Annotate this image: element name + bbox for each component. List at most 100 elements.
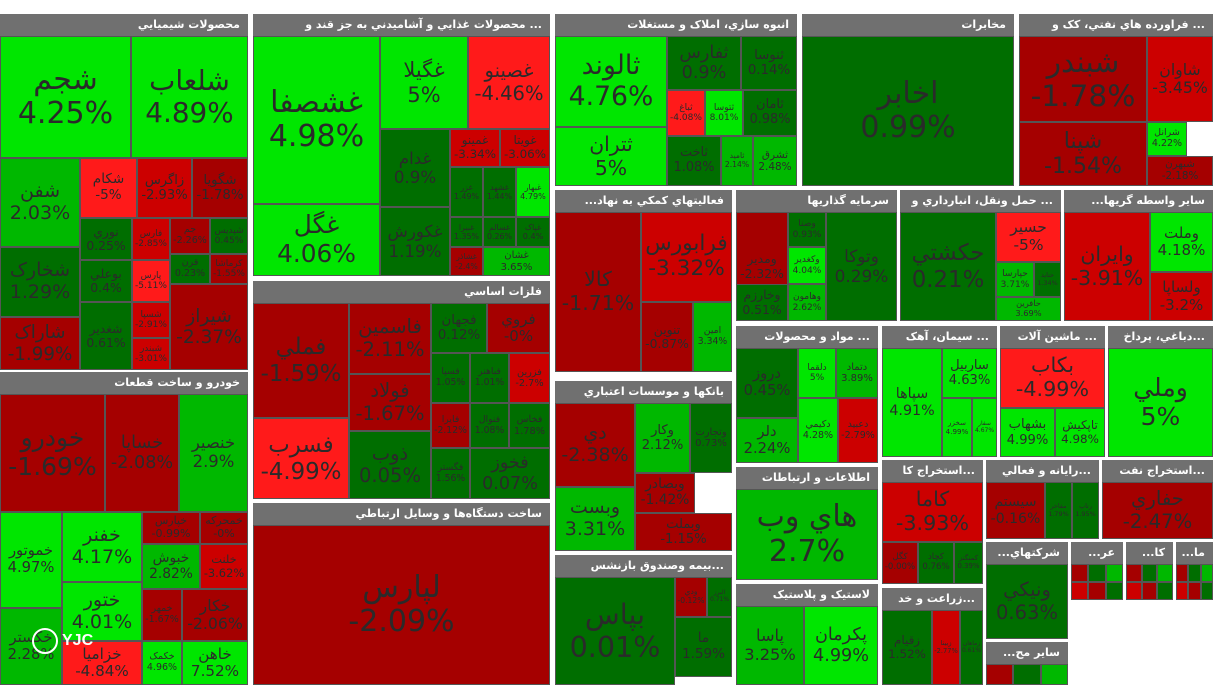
small-stock-cell[interactable] (1105, 564, 1123, 582)
stock-tile[interactable]: غگل 4.06% (253, 204, 380, 276)
stock-tile[interactable]: کمنگنز 0.39% (954, 542, 983, 584)
stock-tile[interactable]: دروز 0.45% (736, 348, 798, 418)
stock-tile[interactable]: خنصير 2.9% (179, 394, 248, 512)
stock-tile[interactable]: بشهاب 4.99% (1000, 408, 1055, 457)
small-stock-cell[interactable] (1176, 564, 1189, 582)
stock-tile[interactable]: خودرو -1.69% (0, 394, 105, 512)
stock-tile[interactable]: شفن 2.03% (0, 158, 80, 247)
stock-tile[interactable]: وملت 4.18% (1150, 212, 1213, 272)
stock-tile[interactable]: وملي 5% (1108, 348, 1213, 457)
stock-tile[interactable]: شبهرن -2.18% (1147, 156, 1213, 186)
stock-tile[interactable]: فجهان 0.12% (431, 303, 487, 353)
stock-tile[interactable]: فسپا 1.05% (431, 353, 470, 403)
stock-tile[interactable]: کالا -1.71% (555, 212, 641, 372)
stock-tile[interactable]: خلنت -3.62% (200, 544, 248, 589)
small-stock-cell[interactable] (1188, 564, 1201, 582)
stock-tile[interactable]: فباهنر 1.01% (470, 353, 509, 403)
stock-tile[interactable]: ثنوسا 0.14% (741, 36, 797, 90)
small-stock-cell[interactable] (1157, 564, 1173, 582)
small-stock-cell[interactable] (1013, 664, 1041, 685)
stock-tile[interactable]: فرابورس -3.32% (641, 212, 732, 302)
stock-tile[interactable]: وصنا 0.93% (788, 212, 826, 247)
stock-tile[interactable]: خمحرکه -0% (200, 512, 248, 544)
stock-tile[interactable]: خکار -2.06% (182, 589, 248, 641)
stock-tile[interactable]: شپنا -1.54% (1019, 122, 1147, 186)
stock-tile[interactable]: وهامون 2.62% (788, 284, 826, 321)
stock-tile[interactable]: شبندر -1.78% (1019, 36, 1147, 122)
stock-tile[interactable]: کچاد 0.76% (918, 542, 954, 584)
stock-tile[interactable]: خزامیا -4.84% (62, 641, 142, 685)
stock-tile[interactable]: فارس -2.85% (132, 218, 170, 260)
stock-tile[interactable]: ثاميد 2.14% (721, 136, 753, 186)
stock-tile[interactable]: شپديس 0.45% (210, 218, 248, 254)
stock-tile[interactable]: ثامان 0.98% (743, 90, 797, 136)
stock-tile[interactable]: ختور 4.01% (62, 582, 142, 641)
stock-tile[interactable]: خاهن 7.52% (182, 641, 248, 685)
stock-tile[interactable]: فخاس 1.78% (509, 403, 550, 448)
stock-tile[interactable]: وخارزم 0.51% (736, 284, 788, 321)
stock-tile[interactable]: خمهر -1.67% (142, 589, 182, 641)
stock-tile[interactable]: پکرمان 4.99% (804, 606, 878, 685)
stock-tile[interactable]: وبصادر -1.42% (635, 473, 695, 513)
stock-tile[interactable]: بکاب -4.99% (1000, 348, 1105, 408)
small-stock-cell[interactable] (986, 664, 1014, 685)
small-stock-cell[interactable] (1071, 582, 1089, 600)
stock-tile[interactable]: غبيرا 1.35% (450, 217, 483, 247)
stock-tile[interactable]: اخابر 0.99% (802, 36, 1014, 186)
stock-tile[interactable]: وکغدير 4.04% (788, 247, 826, 284)
stock-tile[interactable]: غشاذر -2.4% (450, 247, 483, 276)
stock-tile[interactable]: حکشتي 0.21% (900, 212, 996, 321)
stock-tile[interactable]: خپارس -0.99% (142, 512, 200, 544)
stock-tile[interactable]: تاپکيش 4.98% (1055, 408, 1105, 457)
stock-tile[interactable]: غکورش 1.19% (380, 207, 450, 276)
stock-tile[interactable]: شغدير 0.61% (80, 302, 132, 370)
small-stock-cell[interactable] (1040, 664, 1068, 685)
stock-tile[interactable]: نوري 0.25% (80, 218, 132, 260)
stock-tile[interactable]: خفنر 4.17% (62, 512, 142, 582)
stock-tile[interactable]: مفاخر 1.79% (1045, 482, 1072, 539)
stock-tile[interactable]: وتجارت 0.73% (690, 403, 732, 473)
stock-tile[interactable]: زبينا -2.77% (932, 610, 960, 685)
stock-tile[interactable]: شلعاب 4.89% (131, 36, 248, 158)
stock-tile[interactable]: غشصفا 4.98% (253, 36, 380, 204)
stock-tile[interactable]: حسير -5% (996, 212, 1061, 262)
stock-tile[interactable]: دعبيد -2.79% (838, 398, 878, 463)
small-stock-cell[interactable] (1071, 564, 1089, 582)
small-stock-cell[interactable] (1105, 582, 1123, 600)
stock-tile[interactable]: رتاپ 1.95% (1072, 482, 1099, 539)
stock-tile[interactable]: غسالم 0.26% (483, 217, 516, 247)
stock-tile[interactable]: وايران -3.91% (1064, 212, 1150, 321)
stock-tile[interactable]: سپاها 4.91% (882, 348, 942, 457)
stock-tile[interactable]: جم -2.26% (170, 218, 210, 254)
stock-tile[interactable]: امين 3.34% (693, 302, 732, 372)
small-stock-cell[interactable] (1088, 564, 1106, 582)
small-stock-cell[interactable] (1126, 582, 1142, 600)
stock-tile[interactable]: خموتور 4.97% (0, 512, 62, 608)
small-stock-cell[interactable] (1176, 582, 1189, 600)
stock-tile[interactable]: شجم 4.25% (0, 36, 131, 158)
stock-tile[interactable]: شاوان -3.45% (1147, 36, 1213, 122)
stock-tile[interactable]: کاما -3.93% (882, 482, 983, 542)
stock-tile[interactable]: شرانل 4.22% (1147, 122, 1187, 156)
stock-tile[interactable]: سخزر 4.99% (942, 398, 972, 457)
stock-tile[interactable]: سفار 4.67% (972, 398, 997, 457)
stock-tile[interactable]: غصينو -4.46% (468, 36, 550, 129)
small-stock-cell[interactable] (1200, 564, 1213, 582)
stock-tile[interactable]: شبندر -3.01% (132, 338, 170, 370)
stock-tile[interactable]: کرماشا -1.55% (210, 254, 248, 284)
stock-tile[interactable]: ذوب 0.05% (349, 431, 431, 499)
stock-tile[interactable]: ما 1.59% (675, 617, 732, 677)
stock-tile[interactable]: پارس -5.11% (132, 260, 170, 302)
small-stock-cell[interactable] (1188, 582, 1201, 600)
stock-tile[interactable]: هاي وب 2.7% (736, 489, 878, 580)
stock-tile[interactable]: دتماد 3.89% (836, 348, 878, 398)
stock-tile[interactable]: دلقما 5% (798, 348, 836, 398)
stock-tile[interactable]: زماهان 0.61% (960, 610, 983, 685)
small-stock-cell[interactable] (1157, 582, 1173, 600)
stock-tile[interactable]: البرز 0.71% (707, 577, 732, 617)
stock-tile[interactable]: شکام -5% (80, 158, 137, 218)
stock-tile[interactable]: فملي -1.59% (253, 303, 349, 418)
stock-tile[interactable]: وبملت -1.15% (635, 513, 732, 551)
stock-tile[interactable]: شيراز -2.37% (170, 284, 248, 370)
stock-tile[interactable]: غويتا -3.06% (500, 129, 550, 167)
